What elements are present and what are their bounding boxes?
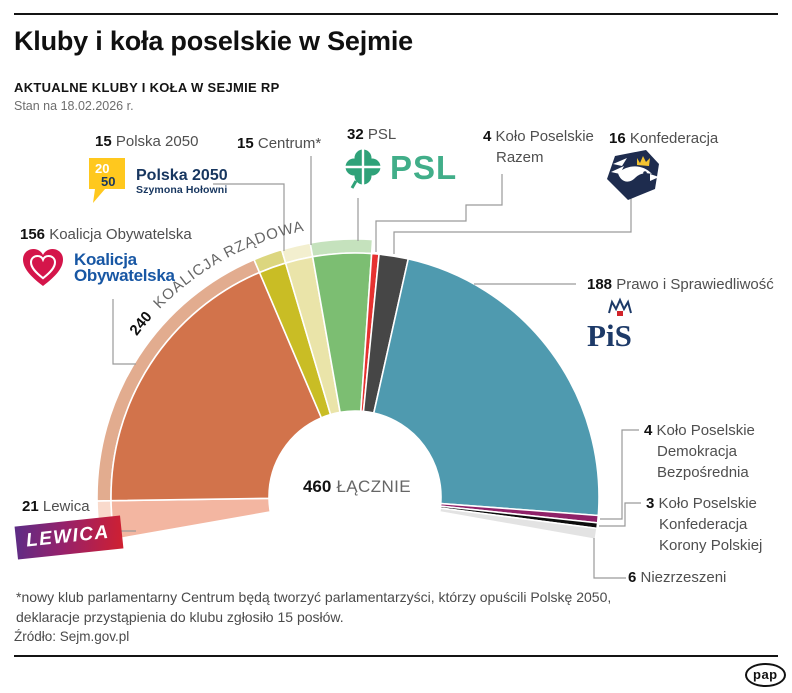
leader-niezrzeszeni [593,538,626,579]
polska2050-logo-sub: Szymona Hołowni [136,184,228,197]
logo-pis: PiS [587,297,657,351]
segment-lewica [110,497,272,541]
label-demokracja-bezposrednia: 4 Koło Poselskie Demokracja Bezpośrednia [644,422,755,481]
logo-konfederacja [606,149,660,201]
label-razem: 4 Koło Poselskie Razem [483,128,594,166]
label-niezrzeszeni: 6 Niezrzeszeni [628,569,727,586]
logo-psl: PSL [344,147,457,189]
label-polska2050: 15 Polska 2050 [95,133,199,150]
logo-polska-2050: 20 50 Polska 2050 Szymona Hołowni [88,158,228,206]
clover-icon [344,148,382,189]
label-psl: 32 PSL [347,126,397,143]
status-date: Stan na 18.02.2026 r. [14,99,134,113]
total-seats: 460 [302,477,332,496]
leader-konfederacja [393,198,632,254]
label-centrum: 15 Centrum* [237,135,322,152]
coalition-seats: 240 [126,308,155,338]
heart-icon [23,249,63,286]
pap-logo: pap [745,663,786,687]
leader-ko [112,299,136,365]
page-title: Kluby i koła poselskie w Sejmie [14,26,413,56]
svg-text:50: 50 [101,174,115,189]
leader-razem [375,174,503,252]
bottom-rule [14,655,778,657]
lewica-logo-text: LEWICA [25,521,111,552]
label-konfederacja-korony-polskiej: 3 Koło Poselskie Konfederacja Korony Pol… [646,495,763,554]
pis-eagle-icon [608,297,632,316]
source: Źródło: Sejm.gov.pl [14,629,130,644]
label-lewica: 21 Lewica [22,498,90,515]
segment-ko [110,271,323,502]
polska2050-logo-name: Polska 2050 [136,166,228,184]
total-label: 460 ŁĄCZNIE [257,477,457,497]
svg-text:20: 20 [95,161,109,176]
konfederacja-eagle-icon [607,150,659,200]
leader-db [600,429,639,520]
footnote: *nowy klub parlamentarny Centrum będą tw… [16,589,612,626]
ko-logo-line1: Koalicja [74,249,137,269]
label-pis: 188 Prawo i Sprawiedliwość [587,276,774,293]
label-konfederacja: 16 Konfederacja [609,130,719,147]
page-subtitle: AKTUALNE KLUBY I KOŁA W SEJMIE RP [14,80,280,95]
top-rule [14,13,778,15]
parliament-segments [96,238,600,543]
leader-kkp [599,502,641,527]
ko-logo-line2: Obywatelska [74,266,175,285]
total-word: ŁĄCZNIE [336,477,412,496]
segment-niezrzeszeni [438,507,598,541]
label-ko: 156 Koalicja Obywatelska [20,226,192,243]
psl-logo-text: PSL [390,149,458,186]
polska2050-icon: 20 50 [89,158,125,203]
logo-koalicja-obywatelska: Koalicja Obywatelska [20,246,175,290]
segment-pis [372,258,600,517]
leader-polska2050 [213,183,285,251]
leader-lines [110,156,641,579]
